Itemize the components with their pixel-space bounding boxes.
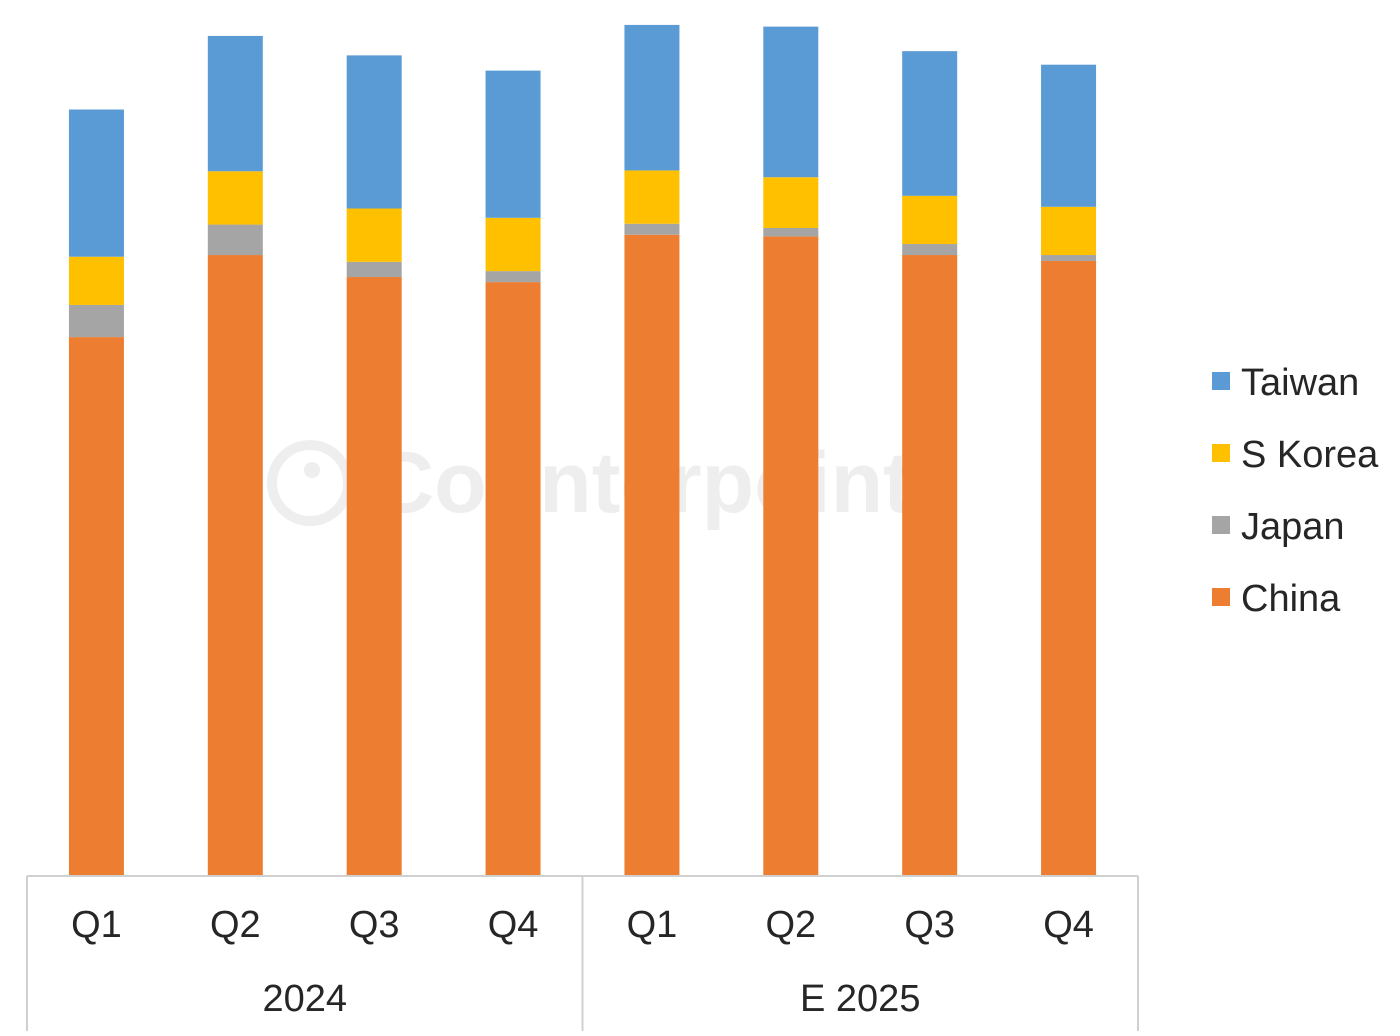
legend-swatch-s-korea xyxy=(1212,444,1230,462)
legend-swatch-china xyxy=(1212,588,1230,606)
bar-segment-japan xyxy=(763,227,819,237)
bar-segment-s-korea xyxy=(485,217,541,272)
bar-segment-china xyxy=(207,255,263,877)
x-tick-label: Q3 xyxy=(349,904,400,946)
bar-segment-taiwan xyxy=(485,70,541,218)
x-tick-label: Q1 xyxy=(71,904,122,946)
x-tick-label: Q2 xyxy=(210,904,261,946)
bar-segment-s-korea xyxy=(902,195,958,245)
x-tick-label: Q1 xyxy=(627,904,678,946)
bar-segment-s-korea xyxy=(1041,206,1097,256)
x-tick-label: Q4 xyxy=(1043,904,1094,946)
bar-segment-s-korea xyxy=(346,208,402,262)
category-axis: Q1 Q2 Q3 Q4 Q1 Q2 Q3 Q4 2024 E 2025 xyxy=(26,875,1139,1031)
legend-label-s-korea: S Korea xyxy=(1241,434,1379,476)
bar-segment-taiwan xyxy=(207,35,263,172)
bar-segment-s-korea xyxy=(68,256,124,305)
legend-label-taiwan: Taiwan xyxy=(1241,362,1359,404)
watermark-logo-icon xyxy=(267,440,353,526)
bar-segment-china xyxy=(624,234,680,877)
bar-segment-taiwan xyxy=(624,24,680,171)
group-label: E 2025 xyxy=(800,978,920,1020)
bar-segment-s-korea xyxy=(624,170,680,224)
bar-segment-china xyxy=(1041,260,1097,877)
bar-segment-taiwan xyxy=(902,51,958,196)
bar-segment-s-korea xyxy=(763,177,819,228)
legend-swatch-taiwan xyxy=(1212,372,1230,390)
bar-segment-china xyxy=(346,277,402,876)
bar-segment-japan xyxy=(207,224,263,256)
legend: Taiwan S Korea Japan China xyxy=(1212,362,1379,620)
bar-segment-taiwan xyxy=(763,26,819,178)
bar-segment-japan xyxy=(68,304,124,338)
x-tick-label: Q3 xyxy=(904,904,955,946)
x-tick-label: Q2 xyxy=(765,904,816,946)
x-tick-label: Q4 xyxy=(488,904,539,946)
legend-swatch-japan xyxy=(1212,516,1230,534)
bar-segment-china xyxy=(902,255,958,877)
bar-segment-taiwan xyxy=(346,55,402,209)
legend-label-japan: Japan xyxy=(1241,506,1345,548)
bars xyxy=(68,24,1097,877)
bar-segment-japan xyxy=(1041,255,1097,261)
bar-segment-china xyxy=(68,337,124,877)
legend-label-china: China xyxy=(1241,578,1341,620)
bar-segment-china xyxy=(485,282,541,876)
bar-segment-japan xyxy=(346,261,402,278)
group-label: 2024 xyxy=(262,978,347,1020)
bar-segment-japan xyxy=(485,271,541,283)
watermark-logo-dot-icon xyxy=(304,462,320,478)
bar-segment-japan xyxy=(624,223,680,235)
bar-segment-taiwan xyxy=(68,109,124,257)
bar-segment-japan xyxy=(902,244,958,256)
bar-segment-china xyxy=(763,236,819,877)
bar-segment-s-korea xyxy=(207,171,263,225)
bar-segment-taiwan xyxy=(1041,64,1097,207)
